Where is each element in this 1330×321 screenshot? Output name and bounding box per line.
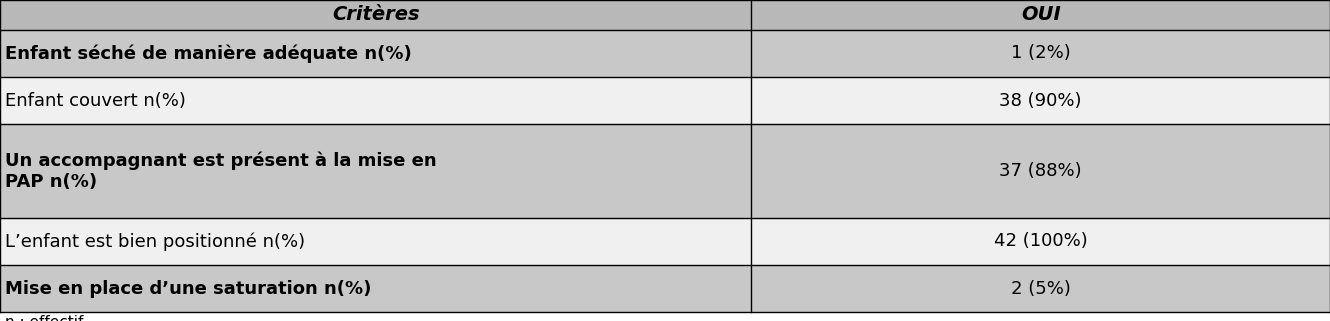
Text: 1 (2%): 1 (2%) [1011, 45, 1071, 63]
Bar [0, 265, 1330, 312]
Text: 42 (100%): 42 (100%) [994, 232, 1088, 250]
Text: Critères: Critères [332, 5, 419, 24]
Text: Enfant séché de manière adéquate n(%): Enfant séché de manière adéquate n(%) [5, 44, 412, 63]
Text: Enfant couvert n(%): Enfant couvert n(%) [5, 91, 186, 109]
Text: n : effectif: n : effectif [5, 315, 84, 321]
Text: OUI: OUI [1021, 5, 1060, 24]
Text: Un accompagnant est présent à la mise en
PAP n(%): Un accompagnant est présent à la mise en… [5, 151, 438, 191]
Bar [0, 77, 1330, 124]
Text: 37 (88%): 37 (88%) [999, 162, 1083, 180]
Text: L’enfant est bien positionné n(%): L’enfant est bien positionné n(%) [5, 232, 306, 251]
Text: Mise en place d’une saturation n(%): Mise en place d’une saturation n(%) [5, 280, 371, 298]
Bar [0, 0, 1330, 30]
Bar [0, 30, 1330, 77]
Bar [0, 218, 1330, 265]
Text: 38 (90%): 38 (90%) [999, 91, 1083, 109]
Bar [0, 124, 1330, 218]
Text: 2 (5%): 2 (5%) [1011, 280, 1071, 298]
